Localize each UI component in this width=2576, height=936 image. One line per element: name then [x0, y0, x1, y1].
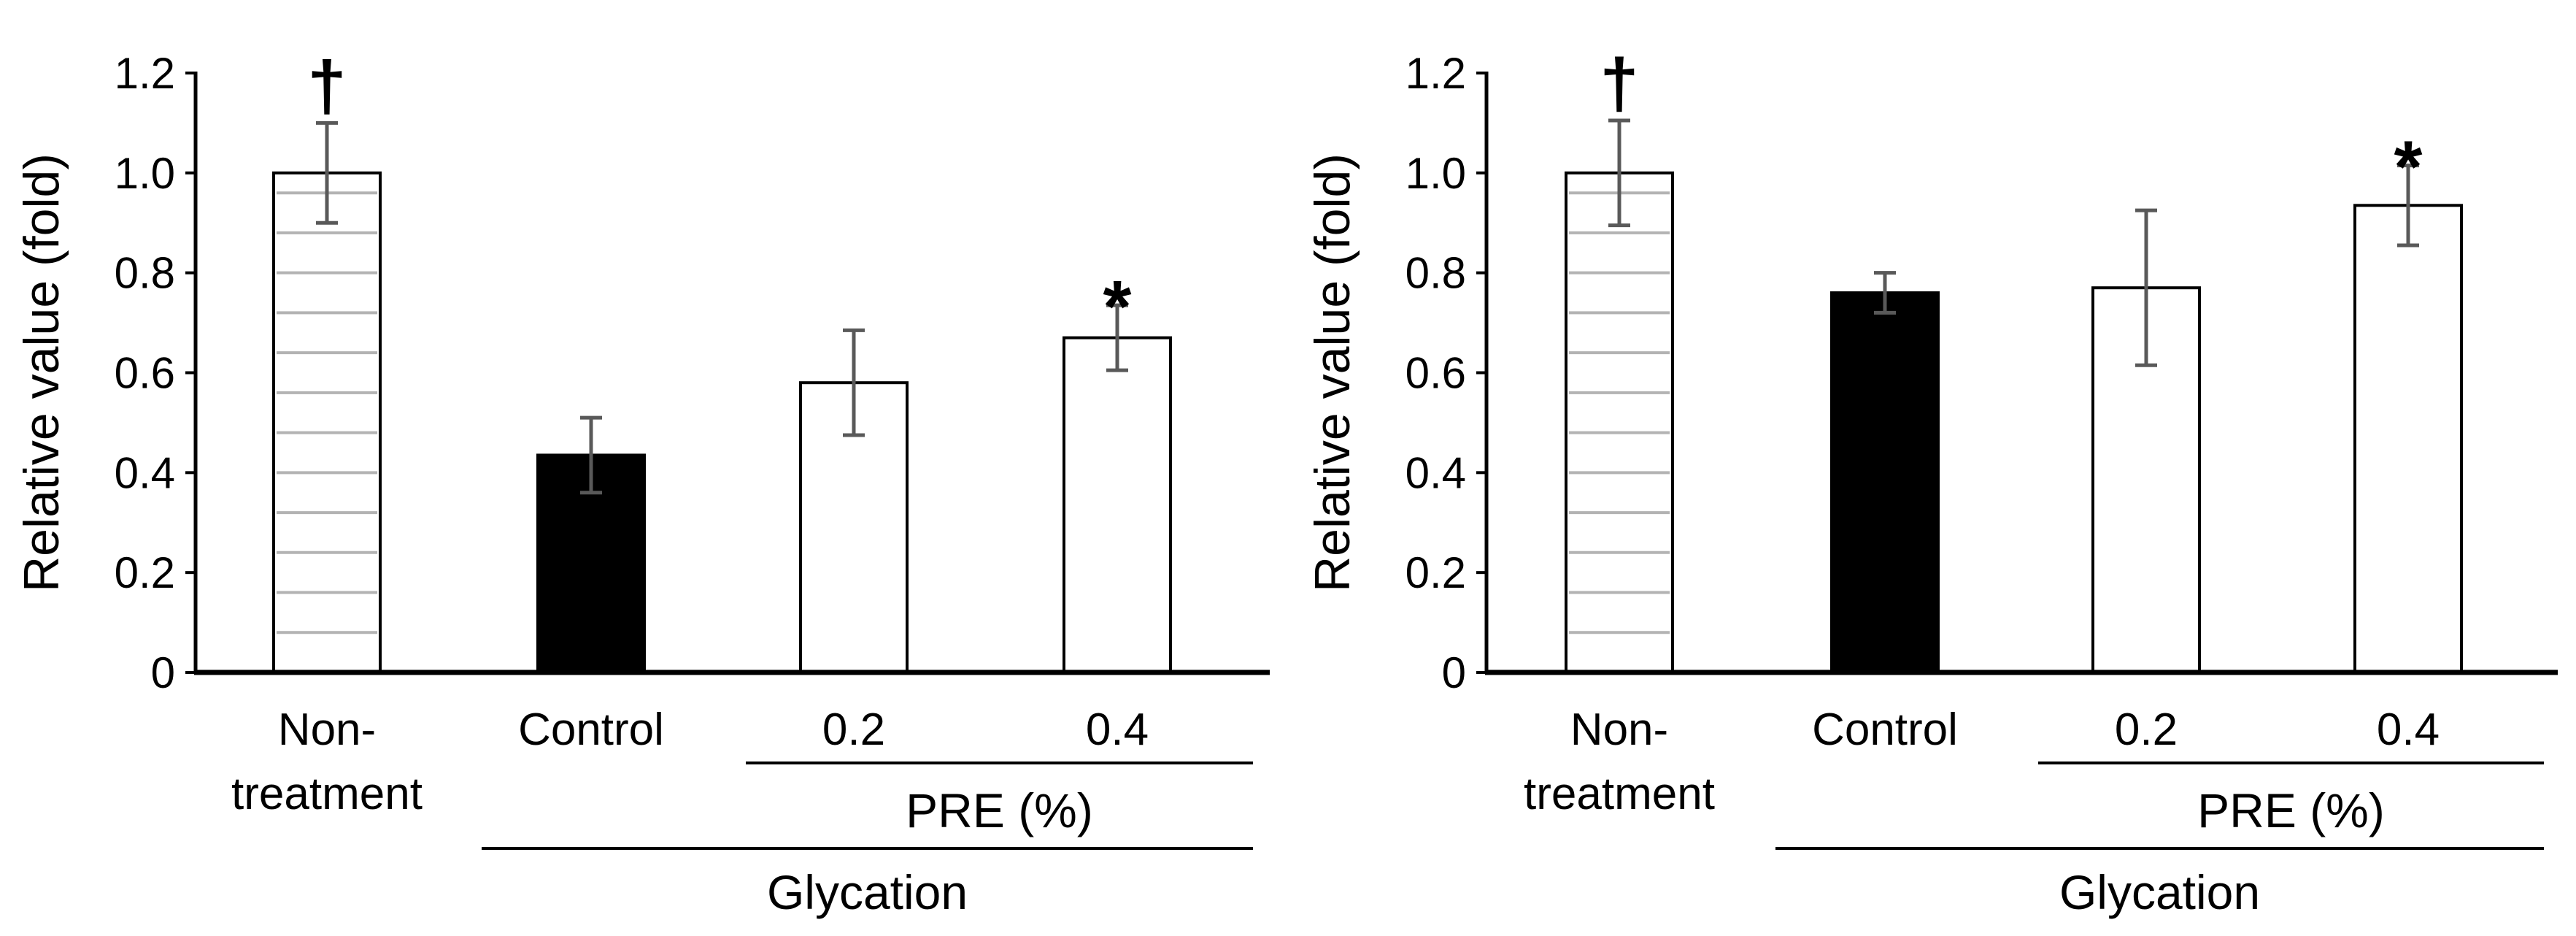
y-tick-label: 1.0 [115, 149, 175, 198]
y-tick-label: 0.4 [115, 448, 175, 497]
x-tick-label-line1: 0.2 [822, 705, 885, 755]
bar-left-0 [272, 171, 382, 675]
x-tick-label-line1: 0.4 [1086, 705, 1149, 755]
x-tick-label-line2: treatment [1524, 769, 1715, 819]
y-tick-label: 0.6 [115, 349, 175, 398]
x-tick-label-line1: Control [1812, 705, 1958, 755]
y-tick-label: 0.8 [1405, 249, 1466, 298]
error-bar-left-0 [316, 120, 338, 225]
pre-group-label: PRE (%) [906, 783, 1093, 837]
x-tick-label-line1: Non- [1570, 705, 1668, 755]
y-tick-label: 1.2 [115, 49, 175, 98]
x-tick-label-line1: 0.2 [2115, 705, 2178, 755]
significance-asterisk: * [2394, 126, 2423, 208]
bar-left-3 [1063, 336, 1172, 674]
chart-panel-right: † * 0 0.2 0.4 0.6 0.8 1.0 1.2 Relative value (fol… [1305, 45, 2558, 919]
error-bar-right-2 [2135, 208, 2157, 367]
glycation-group-label: Glycation [767, 865, 968, 919]
dagger-mark: † [307, 47, 346, 125]
bar-right-1 [1830, 291, 1940, 674]
error-bar-right-0 [1608, 118, 1630, 228]
y-tick-label: 0.2 [1405, 548, 1466, 597]
x-tick-label-line1: Control [518, 705, 664, 755]
y-tick-label: 0.6 [1405, 349, 1466, 398]
pre-group-label: PRE (%) [2197, 783, 2385, 837]
y-tick-label: 0 [151, 648, 175, 697]
error-bar-left-1 [580, 415, 602, 495]
glycation-group-label: Glycation [2059, 865, 2260, 919]
error-bar-left-2 [843, 328, 865, 437]
x-tick-label-line2: treatment [231, 769, 423, 819]
significance-asterisk: * [1103, 266, 1132, 348]
y-axis-label: Relative value (fold) [1305, 153, 1360, 592]
error-bar-right-1 [1874, 271, 1896, 315]
y-tick-label: 0.4 [1405, 448, 1466, 497]
x-tick-label-line1: Non- [278, 705, 376, 755]
y-tick-label: 0 [1442, 648, 1466, 697]
dagger-mark: † [1600, 45, 1638, 123]
error-bar-right-3 [2397, 164, 2419, 248]
y-tick-label: 0.2 [115, 548, 175, 597]
bar-hatching-right-0 [1569, 191, 1670, 634]
chart-panel-left: † * 0 0.2 0.4 0.6 0.8 1.0 1.2 Relative value (fol… [14, 47, 1270, 919]
y-tick-label: 1.0 [1405, 149, 1466, 198]
bar-hatching-left-0 [277, 191, 377, 634]
error-bar-left-3 [1106, 303, 1128, 372]
x-tick-label-line1: 0.4 [2377, 705, 2440, 755]
y-axis-label: Relative value (fold) [14, 153, 69, 592]
y-tick-label: 1.2 [1405, 49, 1466, 98]
bar-right-0 [1565, 171, 1674, 675]
bar-right-3 [2353, 204, 2463, 675]
y-tick-label: 0.8 [115, 249, 175, 298]
